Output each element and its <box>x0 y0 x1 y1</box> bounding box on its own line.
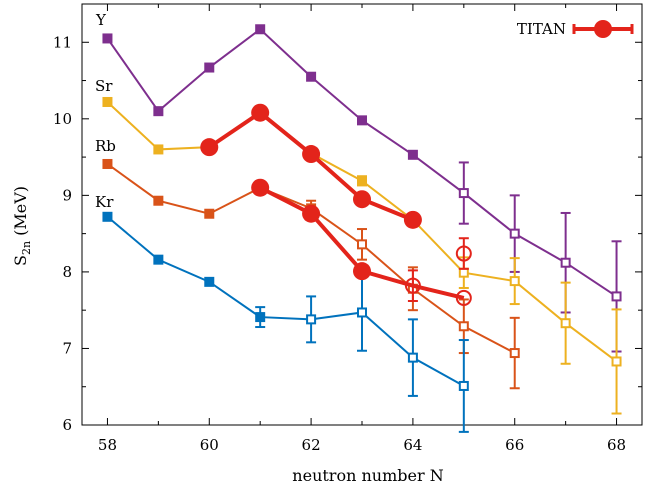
series-label-y: Y <box>95 11 107 29</box>
point-rb <box>509 348 520 359</box>
point-rb <box>458 321 469 332</box>
titan-series-1 <box>251 178 472 306</box>
legend-marker-titan <box>594 20 612 38</box>
point-sr <box>560 318 571 329</box>
point-rb <box>357 239 367 250</box>
series-y <box>102 24 622 353</box>
point-rb <box>204 208 215 219</box>
y-tick-label: 8 <box>62 263 72 281</box>
point-sr <box>509 276 520 287</box>
x-tick-label: 68 <box>607 436 626 454</box>
point-kr <box>407 352 418 363</box>
x-tick-label: 58 <box>98 436 117 454</box>
titan-point <box>302 204 321 223</box>
x-tick-label: 64 <box>403 436 422 454</box>
titan-point <box>404 277 421 294</box>
data-group <box>102 24 622 433</box>
point-kr <box>102 211 113 222</box>
y-axis-label: S2n (MeV) <box>11 186 33 266</box>
point-kr <box>255 312 266 323</box>
point-y <box>153 106 164 117</box>
point-y <box>458 188 469 199</box>
titan-point <box>455 245 472 262</box>
point-y <box>102 33 113 44</box>
point-rb <box>153 195 164 206</box>
point-kr <box>153 254 164 265</box>
point-sr <box>611 356 622 367</box>
point-kr <box>357 307 367 318</box>
point-kr <box>458 380 469 391</box>
series-label-kr: Kr <box>95 193 114 211</box>
legend <box>572 20 634 38</box>
point-y <box>560 257 571 268</box>
titan-point <box>353 262 371 281</box>
point-rb <box>102 158 113 169</box>
point-y <box>509 228 520 239</box>
series-line-kr <box>106 216 465 387</box>
labels-group: Y Sr Rb Kr neutron number N S2n (MeV) TI… <box>11 11 566 485</box>
series-label-sr: Sr <box>95 77 113 95</box>
point-kr <box>306 314 317 325</box>
point-y <box>407 149 418 160</box>
y-tick-label: 7 <box>62 339 72 357</box>
y-axis-label-main: S <box>11 255 30 266</box>
plot-frame <box>81 3 643 426</box>
y-axis-label-sub: 2n <box>20 241 33 255</box>
titan-point <box>251 178 270 197</box>
point-sr <box>153 144 164 155</box>
axes-group: 58 60 62 64 66 68 6 7 8 9 10 11 <box>53 3 643 454</box>
point-y <box>306 71 317 82</box>
titan-point <box>455 289 472 306</box>
x-tick-label: 60 <box>200 436 219 454</box>
x-tick-label: 62 <box>302 436 321 454</box>
point-sr <box>458 267 469 278</box>
point-y <box>255 24 266 35</box>
series-kr <box>102 211 469 433</box>
point-sr <box>102 96 113 107</box>
point-sr <box>357 175 367 186</box>
titan-point <box>403 210 422 229</box>
titan-point <box>251 103 270 122</box>
point-y <box>611 291 622 302</box>
legend-label-titan: TITAN <box>517 20 566 38</box>
titan-point <box>353 190 371 209</box>
y-tick-label: 11 <box>53 33 72 51</box>
y-tick-label: 6 <box>62 416 72 434</box>
point-kr <box>204 276 215 287</box>
y-tick-label: 9 <box>62 186 72 204</box>
series-rb <box>102 158 520 390</box>
point-y <box>204 62 215 73</box>
x-tick-label: 66 <box>505 436 524 454</box>
x-axis-label: neutron number N <box>292 466 443 485</box>
series-label-rb: Rb <box>95 137 116 155</box>
y-tick-label: 10 <box>53 110 72 128</box>
titan-point <box>200 138 219 157</box>
y-axis-label-unit: (MeV) <box>11 186 30 241</box>
titan-point <box>302 145 321 164</box>
titan-series-0 <box>200 103 422 229</box>
point-y <box>357 115 367 126</box>
titan-series-2 <box>455 237 472 270</box>
